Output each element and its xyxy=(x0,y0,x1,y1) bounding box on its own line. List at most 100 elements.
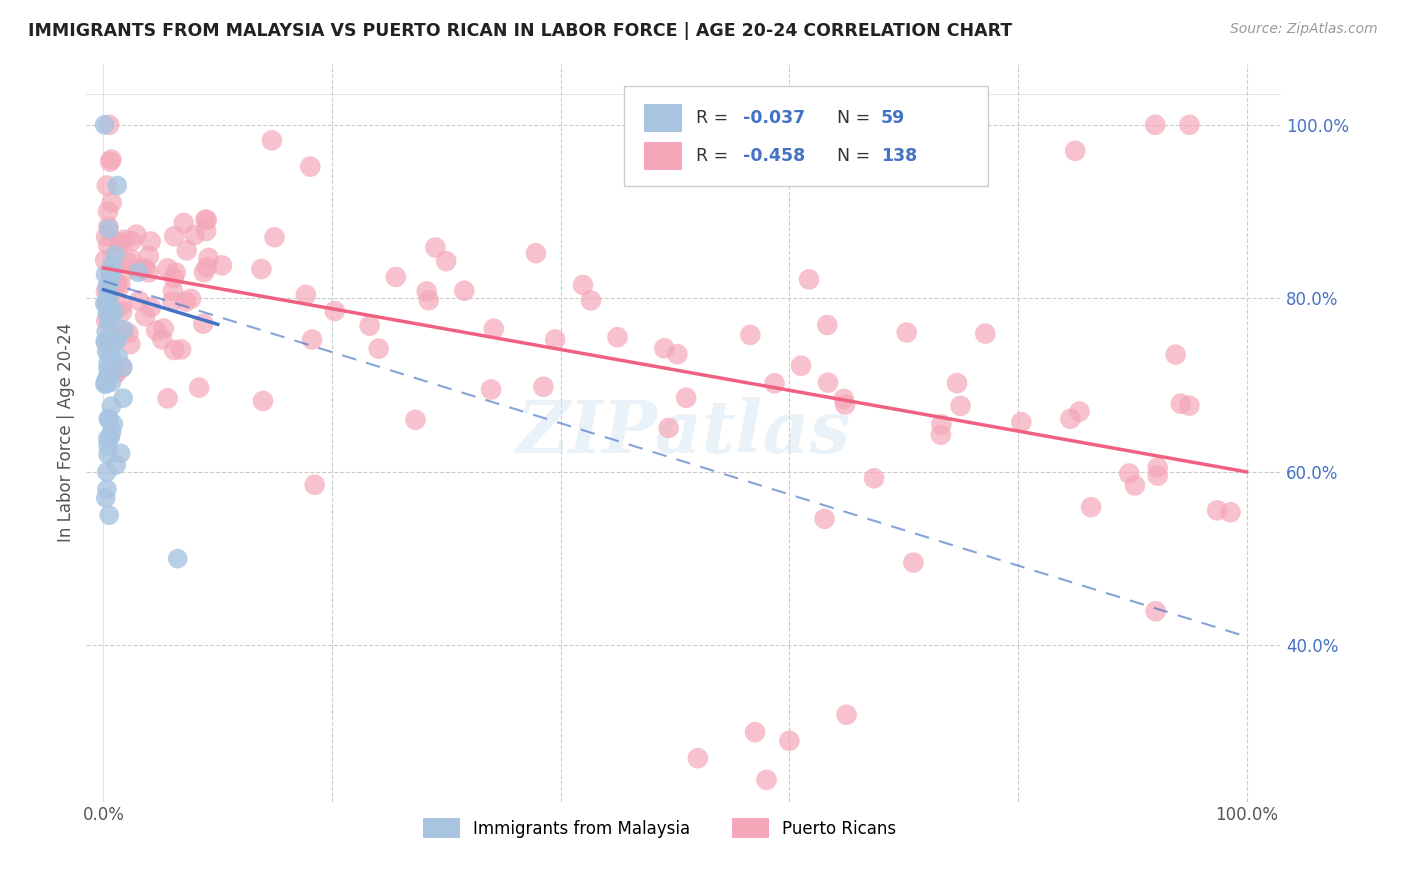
Point xyxy=(97,439,120,453)
Point xyxy=(1010,415,1032,429)
Point xyxy=(832,392,855,406)
Point xyxy=(150,333,173,347)
Point xyxy=(299,160,322,174)
Point xyxy=(1164,348,1187,362)
Point xyxy=(100,337,122,351)
Point xyxy=(1170,397,1192,411)
Point xyxy=(94,374,117,388)
Point xyxy=(817,376,839,390)
Point xyxy=(815,318,838,332)
Point xyxy=(93,118,115,132)
Point xyxy=(97,238,120,252)
Point xyxy=(304,477,326,491)
Point xyxy=(112,391,135,405)
Point xyxy=(359,318,381,333)
Point xyxy=(98,413,121,427)
Point xyxy=(98,348,121,362)
Point xyxy=(97,313,120,327)
Point xyxy=(94,376,117,390)
Point xyxy=(1069,404,1091,418)
Point xyxy=(105,277,128,292)
Bar xyxy=(644,142,682,170)
Text: IMMIGRANTS FROM MALAYSIA VS PUERTO RICAN IN LABOR FORCE | AGE 20-24 CORRELATION : IMMIGRANTS FROM MALAYSIA VS PUERTO RICAN… xyxy=(28,22,1012,40)
Point xyxy=(94,334,117,349)
Point xyxy=(94,229,117,244)
Text: 59: 59 xyxy=(880,109,905,127)
Point xyxy=(100,195,122,210)
Text: 138: 138 xyxy=(880,147,917,165)
Point xyxy=(100,375,122,389)
Point xyxy=(1059,412,1081,426)
Point xyxy=(744,725,766,739)
Point xyxy=(946,376,969,390)
Point xyxy=(295,287,318,301)
Point xyxy=(105,366,128,380)
Point xyxy=(134,261,156,276)
Point xyxy=(101,352,124,367)
FancyBboxPatch shape xyxy=(624,87,988,186)
Point xyxy=(120,337,142,351)
Point xyxy=(110,278,132,293)
Point xyxy=(96,376,118,391)
Point xyxy=(425,240,447,254)
Point xyxy=(96,280,118,294)
Point xyxy=(105,458,128,472)
Point xyxy=(125,227,148,242)
Point xyxy=(107,351,129,365)
Text: ZIPatlas: ZIPatlas xyxy=(516,397,851,468)
Point xyxy=(110,446,132,460)
Point xyxy=(105,366,128,380)
Point xyxy=(162,294,184,309)
Point xyxy=(654,341,676,355)
Point xyxy=(544,333,567,347)
Point xyxy=(1178,399,1201,413)
Point xyxy=(108,238,131,252)
Text: N =: N = xyxy=(837,147,876,165)
Point xyxy=(100,270,122,285)
Point xyxy=(385,269,408,284)
Point xyxy=(675,391,697,405)
Point xyxy=(166,551,188,566)
Point xyxy=(479,383,502,397)
Point xyxy=(96,344,118,359)
Point xyxy=(127,265,149,279)
Point xyxy=(94,253,117,268)
Point xyxy=(97,432,120,446)
Point xyxy=(96,296,118,310)
Point xyxy=(100,268,122,282)
Point xyxy=(129,262,152,277)
Point xyxy=(98,430,121,444)
Point xyxy=(105,178,128,193)
Point xyxy=(195,213,218,227)
Point xyxy=(100,311,122,326)
Point xyxy=(183,227,205,242)
Point xyxy=(156,261,179,276)
Point xyxy=(1144,118,1167,132)
Point xyxy=(194,212,217,227)
Point xyxy=(579,293,602,308)
Point xyxy=(170,343,193,357)
Point xyxy=(896,326,918,340)
Point xyxy=(97,448,120,462)
Point xyxy=(97,293,120,307)
Point xyxy=(97,222,120,236)
Point xyxy=(97,293,120,308)
Point xyxy=(173,216,195,230)
Point xyxy=(96,178,118,193)
Point xyxy=(250,262,273,277)
Point xyxy=(1064,144,1087,158)
Point xyxy=(103,417,125,431)
Point xyxy=(111,304,134,318)
Point xyxy=(797,272,820,286)
Point xyxy=(260,133,283,147)
Point xyxy=(100,266,122,280)
Point xyxy=(1118,467,1140,481)
Point xyxy=(301,333,323,347)
Point xyxy=(97,356,120,370)
Point xyxy=(367,342,389,356)
Point xyxy=(763,376,786,391)
Point xyxy=(197,251,219,265)
Point xyxy=(193,265,215,279)
Point xyxy=(94,377,117,392)
Point xyxy=(96,482,118,496)
